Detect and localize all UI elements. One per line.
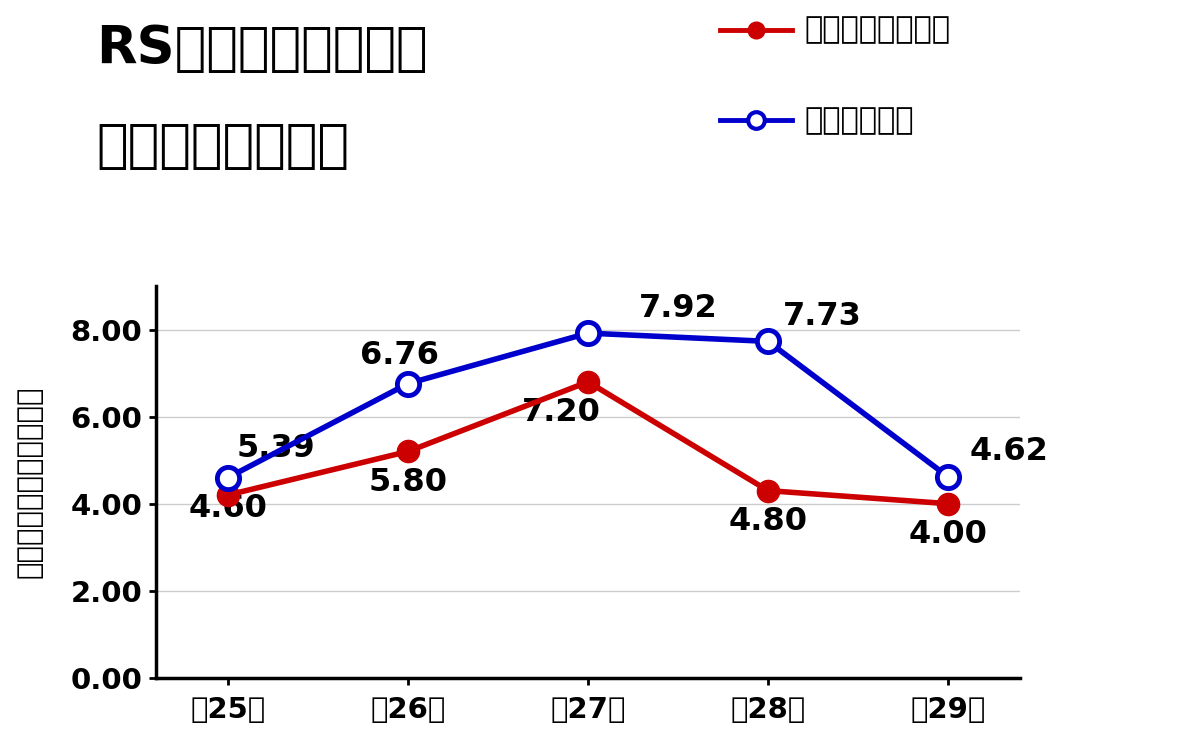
- Text: 5.80: 5.80: [368, 467, 448, 498]
- Text: 保土ヶ谷区内平均: 保土ヶ谷区内平均: [804, 16, 950, 44]
- Text: 7.73: 7.73: [782, 300, 862, 332]
- Text: 7.92: 7.92: [638, 293, 718, 324]
- Text: 5.39: 5.39: [238, 433, 316, 464]
- Text: 4.60: 4.60: [188, 492, 268, 524]
- Text: 4.62: 4.62: [970, 436, 1049, 467]
- Text: 7.20: 7.20: [522, 397, 600, 428]
- Text: 6.76: 6.76: [360, 340, 438, 370]
- Text: 4.80: 4.80: [728, 506, 808, 537]
- Text: 4.00: 4.00: [908, 519, 988, 550]
- Text: RSウイルス感染症の: RSウイルス感染症の: [96, 23, 427, 75]
- Text: 患者報告数の推移: 患者報告数の推移: [96, 120, 349, 172]
- Text: 定点当たり報告数（人）: 定点当たり報告数（人）: [16, 386, 44, 578]
- Text: 横浜市内平均: 横浜市内平均: [804, 106, 913, 135]
